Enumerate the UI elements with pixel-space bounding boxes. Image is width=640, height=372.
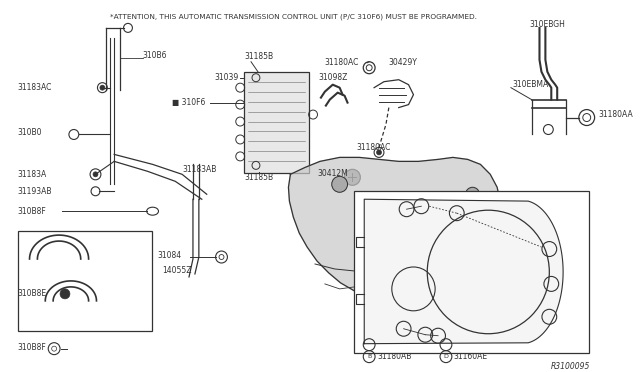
Text: B: B <box>367 354 371 359</box>
Text: 31084: 31084 <box>157 250 182 260</box>
Circle shape <box>378 208 383 214</box>
Circle shape <box>406 196 412 202</box>
Circle shape <box>93 172 98 177</box>
Circle shape <box>433 264 439 270</box>
Bar <box>244 72 309 173</box>
Text: B: B <box>547 314 552 320</box>
Text: 31180AA: 31180AA <box>598 110 634 119</box>
Text: *ATTENTION, THIS AUTOMATIC TRANSMISSION CONTROL UNIT (P/C 310F6) MUST BE PROGRAM: *ATTENTION, THIS AUTOMATIC TRANSMISSION … <box>110 14 477 20</box>
Text: 31180AB: 31180AB <box>377 352 412 361</box>
Circle shape <box>344 169 360 185</box>
Text: 31180AD: 31180AD <box>454 340 489 349</box>
Text: 31180A: 31180A <box>377 340 406 349</box>
Text: 31039: 31039 <box>214 73 239 82</box>
Circle shape <box>433 208 439 214</box>
Text: 31160AE: 31160AE <box>454 352 488 361</box>
Text: R3100095: R3100095 <box>551 362 591 371</box>
Text: B: B <box>404 206 409 212</box>
Text: ■ 310F6: ■ 310F6 <box>172 98 205 107</box>
Circle shape <box>445 236 451 242</box>
Text: 31183AB: 31183AB <box>182 165 216 174</box>
Text: "A": "A" <box>443 193 456 202</box>
Circle shape <box>376 150 381 155</box>
Bar <box>355 191 589 353</box>
Polygon shape <box>289 157 500 301</box>
Text: A: A <box>419 203 424 209</box>
Text: 310B8E: 310B8E <box>18 289 47 298</box>
Circle shape <box>406 276 412 282</box>
Text: C: C <box>444 342 448 347</box>
Text: 310B8F: 310B8F <box>18 207 47 216</box>
Circle shape <box>332 176 348 192</box>
Circle shape <box>466 187 479 201</box>
Text: D: D <box>444 354 449 359</box>
Text: A: A <box>367 342 371 347</box>
Text: 31183AC: 31183AC <box>18 83 52 92</box>
Text: A: A <box>547 246 552 252</box>
Text: 31020M: 31020M <box>379 309 410 318</box>
Circle shape <box>399 229 419 249</box>
Circle shape <box>100 85 105 90</box>
Circle shape <box>364 194 453 284</box>
Circle shape <box>378 264 383 270</box>
Text: C: C <box>549 281 554 287</box>
Text: 31185B: 31185B <box>244 173 273 182</box>
Text: D: D <box>435 333 441 339</box>
Text: 310B8F: 310B8F <box>18 343 47 352</box>
Bar <box>18 231 152 331</box>
Text: VIEW  "A": VIEW "A" <box>362 197 406 206</box>
Text: 310EBGH: 310EBGH <box>530 20 566 29</box>
Text: 14055Z: 14055Z <box>163 266 192 275</box>
Text: 31193AB: 31193AB <box>18 187 52 196</box>
Polygon shape <box>364 199 563 344</box>
Text: 31185B: 31185B <box>244 52 273 61</box>
Text: D: D <box>422 332 428 338</box>
Text: 31180AC: 31180AC <box>325 58 359 67</box>
Text: 30429Y: 30429Y <box>389 58 418 67</box>
Text: 31183A: 31183A <box>18 170 47 179</box>
Circle shape <box>366 236 372 242</box>
Text: B: B <box>401 326 406 332</box>
Text: 31098Z: 31098Z <box>318 73 348 82</box>
Text: 310B6: 310B6 <box>143 51 167 60</box>
Text: A: A <box>454 210 459 216</box>
Circle shape <box>60 289 70 299</box>
Text: 310B0: 310B0 <box>18 128 42 137</box>
Text: 310EBMA: 310EBMA <box>512 80 548 89</box>
Text: 30412M: 30412M <box>317 169 348 178</box>
Text: 31180AC: 31180AC <box>356 143 391 152</box>
